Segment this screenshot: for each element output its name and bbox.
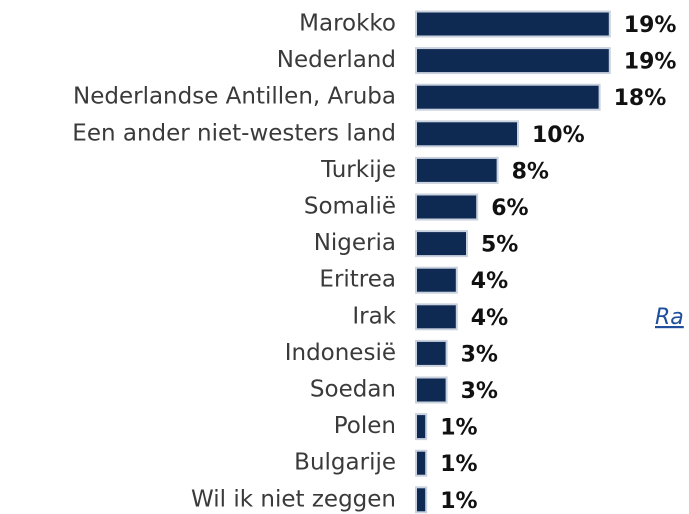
- bar: [415, 376, 448, 404]
- category-label: Irak: [352, 303, 396, 329]
- value-label: 19%: [624, 13, 677, 38]
- value-label: 4%: [471, 306, 508, 331]
- value-label: 10%: [532, 123, 585, 148]
- value-label: 1%: [440, 416, 477, 441]
- bar: [415, 486, 428, 514]
- value-label: 3%: [461, 379, 498, 404]
- category-label: Eritrea: [319, 267, 396, 293]
- category-label: Polen: [334, 413, 396, 439]
- category-label: Nederland: [277, 47, 396, 73]
- value-label: 4%: [471, 269, 508, 294]
- value-label: 5%: [481, 233, 518, 258]
- bar: [415, 449, 428, 477]
- bar: [415, 156, 499, 184]
- category-label: Somalië: [304, 194, 396, 220]
- bar: [415, 266, 458, 294]
- bar: [415, 193, 479, 221]
- bar: [415, 83, 601, 111]
- link[interactable]: Ra: [655, 305, 684, 330]
- category-label: Marokko: [299, 11, 396, 37]
- value-label: 1%: [440, 489, 477, 514]
- category-label: Turkije: [320, 157, 396, 183]
- category-label: Nederlandse Antillen, Aruba: [73, 84, 396, 110]
- bar: [415, 413, 428, 441]
- category-label: Een ander niet-westers land: [72, 120, 396, 146]
- category-label: Indonesië: [285, 340, 396, 366]
- value-label: 8%: [512, 159, 549, 184]
- category-label: Wil ik niet zeggen: [191, 486, 396, 512]
- bar: [415, 230, 468, 258]
- value-label: 19%: [624, 50, 677, 75]
- value-label: 1%: [440, 452, 477, 477]
- value-label: 6%: [491, 196, 528, 221]
- bar: [415, 303, 458, 331]
- bar: [415, 120, 519, 148]
- category-label: Soedan: [310, 377, 396, 403]
- category-label: Bulgarije: [294, 450, 396, 476]
- value-label: 18%: [614, 86, 667, 111]
- bar: [415, 47, 611, 75]
- bar: [415, 10, 611, 38]
- category-label: Nigeria: [314, 230, 396, 256]
- value-label: 3%: [461, 342, 498, 367]
- bar: [415, 339, 448, 367]
